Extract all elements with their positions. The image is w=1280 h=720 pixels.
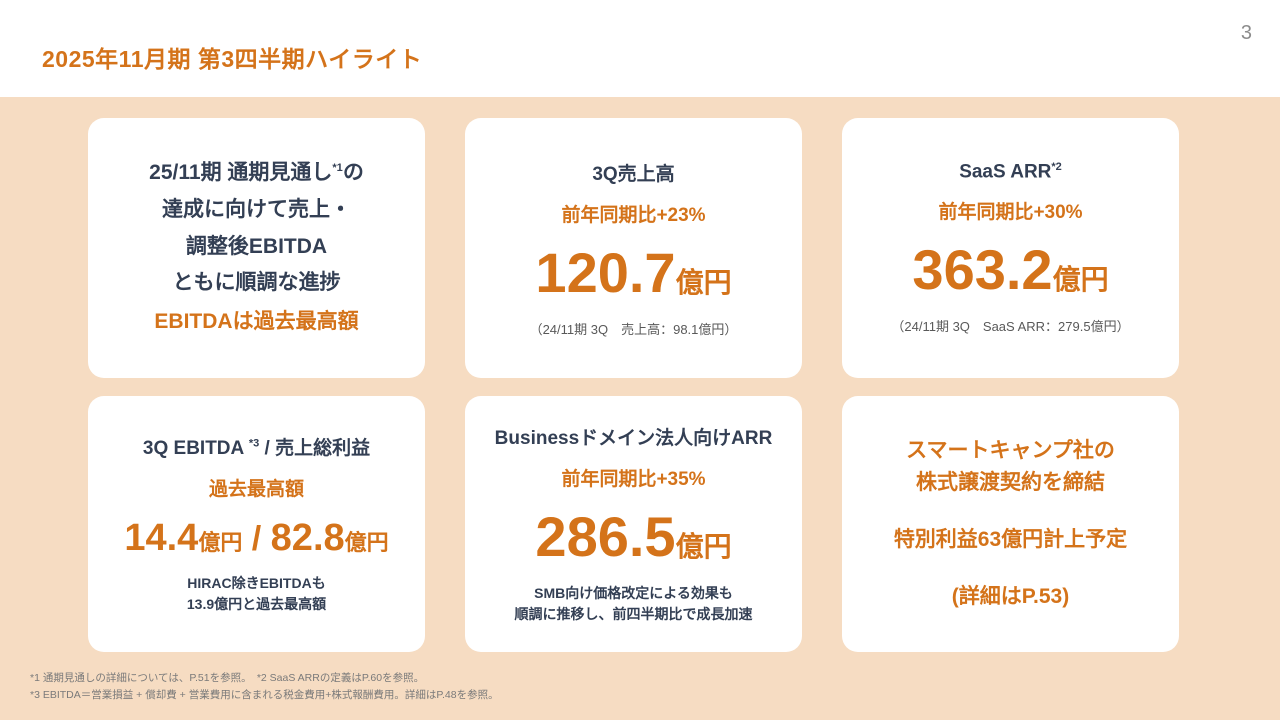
business-arr-yoy: 前年同期比+35%: [561, 469, 706, 490]
footnotes: *1 通期見通しの詳細については、P.51を参照。 *2 SaaS ARRの定義…: [30, 670, 499, 704]
ebitda-title: 3Q EBITDA *3 / 売上総利益: [143, 433, 370, 460]
footnote-marker-2: *2: [1051, 160, 1062, 173]
card-3q-revenue: 3Q売上高 前年同期比+23% 120.7億円 （24/11期 3Q 売上高：9…: [465, 118, 802, 378]
outlook-line-4: ともに順調な進捗: [172, 271, 341, 295]
saas-arr-unit: 億円: [1052, 264, 1109, 296]
card-saas-arr: SaaS ARR*2 前年同期比+30% 363.2億円 （24/11期 3Q …: [842, 118, 1179, 378]
saas-arr-yoy: 前年同期比+30%: [938, 202, 1083, 224]
ebitda-title-pre: 3Q EBITDA: [142, 438, 249, 459]
ebitda-values: 14.4億円 / 82.8億円: [124, 519, 388, 557]
business-arr-title: Businessドメイン法人向けARR: [494, 428, 773, 449]
outlook-line-2: 達成に向けて売上・: [162, 197, 351, 221]
business-arr-unit: 億円: [675, 531, 732, 562]
page-title: 2025年11月期 第3四半期ハイライト: [42, 46, 423, 72]
ebitda-record-label: 過去最高額: [208, 479, 304, 500]
revenue-yoy: 前年同期比+23%: [561, 204, 706, 226]
ebitda-title-post: / 売上総利益: [259, 438, 371, 459]
saas-arr-prior-note: （24/11期 3Q SaaS ARR：279.5億円）: [891, 319, 1130, 335]
revenue-value: 120.7億円: [535, 244, 732, 301]
outlook-line-1: 25/11期 通期見通し*1の: [149, 155, 364, 192]
saas-arr-number: 363.2: [912, 238, 1053, 302]
revenue-unit: 億円: [675, 266, 732, 298]
business-arr-value: 286.5億円: [535, 509, 731, 565]
outlook-line1-text: 25/11期 通期見通し: [149, 161, 333, 185]
saas-arr-title-text: SaaS ARR: [959, 161, 1052, 183]
ebitda-subnote-line1: HIRAC除きEBITDAも: [187, 575, 326, 591]
footnote-marker-3: *3: [248, 437, 260, 450]
business-arr-subnote-line1: SMB向け価格改定による効果も: [534, 585, 733, 601]
highlight-cards-grid: 25/11期 通期見通し*1の 達成に向けて売上・ 調整後EBITDA ともに順…: [88, 118, 1180, 652]
revenue-number: 120.7: [535, 240, 676, 304]
saas-arr-value: 363.2億円: [912, 242, 1108, 298]
page-number: 3: [1240, 22, 1252, 44]
outlook-line-3: 調整後EBITDA: [185, 234, 328, 258]
revenue-prior-note: （24/11期 3Q 売上高：98.1億円）: [529, 321, 738, 337]
ebitda-number: 14.4: [124, 517, 199, 559]
outlook-highlight: EBITDAは過去最高額: [154, 310, 359, 334]
slide-body: 25/11期 通期見通し*1の 達成に向けて売上・ 調整後EBITDA ともに順…: [0, 97, 1280, 720]
business-arr-number: 286.5: [535, 505, 676, 568]
ebitda-separator: /: [242, 520, 271, 558]
ebitda-unit: 億円: [198, 530, 243, 555]
footnote-marker-1: *1: [332, 162, 343, 175]
revenue-title: 3Q売上高: [592, 163, 675, 185]
gross-profit-number: 82.8: [270, 517, 345, 559]
smartcamp-line-2: 株式譲渡契約を締結: [916, 471, 1105, 495]
card-fullyear-outlook: 25/11期 通期見通し*1の 達成に向けて売上・ 調整後EBITDA ともに順…: [88, 118, 425, 378]
business-arr-subnote: SMB向け価格改定による効果も 順調に推移し、前四半期比で成長加速: [515, 583, 753, 625]
ebitda-subnote-line2: 13.9億円と過去最高額: [186, 596, 327, 612]
slide-header: 2025年11月期 第3四半期ハイライト 3: [0, 0, 1280, 97]
outlook-line1-suffix: の: [342, 161, 364, 185]
smartcamp-line-1: スマートキャンプ社の: [906, 438, 1115, 462]
footnote-line-2: *3 EBITDA＝営業損益 + 償却費 + 営業費用に含まれる税金費用+株式報…: [30, 689, 499, 702]
saas-arr-title: SaaS ARR*2: [959, 161, 1062, 183]
gross-profit-unit: 億円: [344, 530, 389, 555]
business-arr-subnote-line2: 順調に推移し、前四半期比で成長加速: [514, 606, 753, 622]
footnote-line-1: *1 通期見通しの詳細については、P.51を参照。 *2 SaaS ARRの定義…: [30, 672, 425, 685]
card-business-arr: Businessドメイン法人向けARR 前年同期比+35% 286.5億円 SM…: [465, 396, 802, 652]
smartcamp-line-4: (詳細はP.53): [951, 584, 1070, 608]
smartcamp-line-3: 特別利益63億円計上予定: [893, 528, 1128, 551]
card-smartcamp-transfer: スマートキャンプ社の 株式譲渡契約を締結 特別利益63億円計上予定 (詳細はP.…: [842, 396, 1179, 652]
card-ebitda-gross-profit: 3Q EBITDA *3 / 売上総利益 過去最高額 14.4億円 / 82.8…: [88, 396, 425, 652]
ebitda-subnote: HIRAC除きEBITDAも 13.9億円と過去最高額: [187, 573, 326, 615]
